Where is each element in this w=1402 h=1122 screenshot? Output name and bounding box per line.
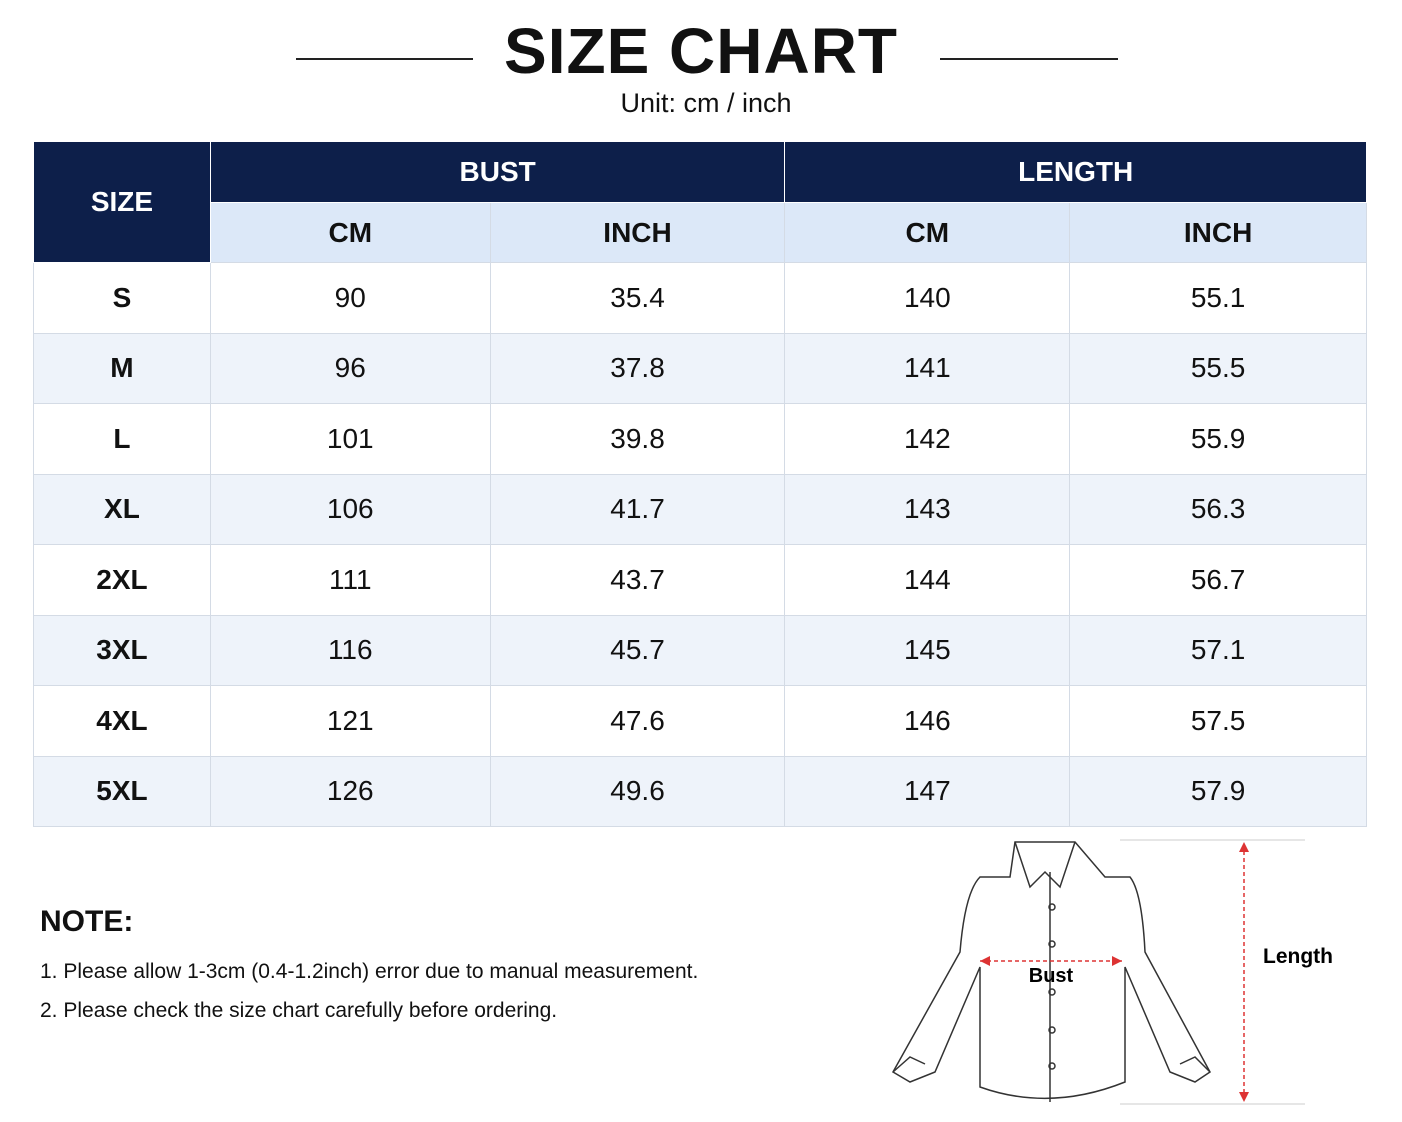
cell: 121: [209, 685, 491, 757]
cell: 55.1: [1069, 262, 1367, 334]
table-row: S 90 35.4 140 55.1: [33, 262, 1367, 334]
cell: 57.9: [1069, 755, 1367, 827]
sub-header: CM: [209, 202, 491, 263]
size-cell: 2XL: [33, 544, 211, 616]
title: SIZE CHART: [504, 15, 898, 87]
cell: 37.8: [489, 332, 786, 404]
cell: 56.3: [1069, 473, 1367, 545]
cell: 56.7: [1069, 544, 1367, 616]
rule: [296, 58, 473, 60]
cell: 141: [784, 332, 1071, 404]
cell: 43.7: [489, 544, 786, 616]
note-title: NOTE:: [40, 905, 134, 938]
rule: [940, 58, 1118, 60]
cell: 145: [784, 614, 1071, 686]
cell: 41.7: [489, 473, 786, 545]
size-table: SIZE BUST LENGTH CM INCH CM INCH S 90 35.4 140…: [33, 141, 1367, 827]
size-cell: M: [33, 332, 211, 404]
cell: 35.4: [489, 262, 786, 334]
cell: 47.6: [489, 685, 786, 757]
cell: 116: [209, 614, 491, 686]
size-cell: XL: [33, 473, 211, 545]
size-cell: 5XL: [33, 755, 211, 827]
cell: 147: [784, 755, 1071, 827]
group-header: LENGTH: [784, 141, 1367, 203]
subtitle: Unit: cm / inch: [620, 88, 792, 118]
table-row: 3XL 116 45.7 145 57.1: [33, 614, 1367, 686]
cell: 49.6: [489, 755, 786, 827]
group-header: BUST: [209, 141, 786, 203]
sub-header: INCH: [1069, 202, 1367, 263]
size-header: SIZE: [33, 141, 211, 263]
size-cell: L: [33, 403, 211, 475]
size-cell: S: [33, 262, 211, 334]
table-row: 2XL 111 43.7 144 56.7: [33, 544, 1367, 616]
length-label: Length: [1263, 945, 1333, 968]
bust-label: Bust: [1029, 965, 1074, 987]
table-row: XL 106 41.7 143 56.3: [33, 473, 1367, 545]
cell: 111: [209, 544, 491, 616]
cell: 55.9: [1069, 403, 1367, 475]
cell: 106: [209, 473, 491, 545]
table-row: M 96 37.8 141 55.5: [33, 332, 1367, 404]
table-row: 4XL 121 47.6 146 57.5: [33, 685, 1367, 757]
note-item: 1. Please allow 1-3cm (0.4-1.2inch) erro…: [40, 960, 699, 983]
cell: 57.5: [1069, 685, 1367, 757]
size-cell: 3XL: [33, 614, 211, 686]
cell: 144: [784, 544, 1071, 616]
cell: 143: [784, 473, 1071, 545]
cell: 57.1: [1069, 614, 1367, 686]
table-row: 5XL 126 49.6 147 57.9: [33, 755, 1367, 827]
cell: 90: [209, 262, 491, 334]
sub-header: INCH: [489, 202, 786, 263]
cell: 55.5: [1069, 332, 1367, 404]
shirt-diagram: Bust Length: [891, 839, 1333, 1105]
sub-header: CM: [784, 202, 1071, 263]
table-row: L 101 39.8 142 55.9: [33, 403, 1367, 475]
cell: 101: [209, 403, 491, 475]
cell: 146: [784, 685, 1071, 757]
cell: 96: [209, 332, 491, 404]
cell: 142: [784, 403, 1071, 475]
cell: 45.7: [489, 614, 786, 686]
cell: 140: [784, 262, 1071, 334]
cell: 126: [209, 755, 491, 827]
note-item: 2. Please check the size chart carefully…: [40, 999, 558, 1022]
cell: 39.8: [489, 403, 786, 475]
size-cell: 4XL: [33, 685, 211, 757]
